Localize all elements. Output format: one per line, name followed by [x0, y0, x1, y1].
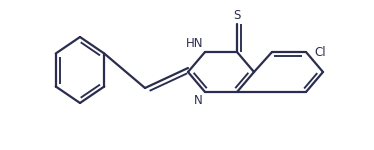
Text: Cl: Cl — [314, 45, 326, 58]
Text: N: N — [194, 94, 203, 107]
Text: HN: HN — [186, 37, 203, 50]
Text: S: S — [233, 9, 241, 22]
